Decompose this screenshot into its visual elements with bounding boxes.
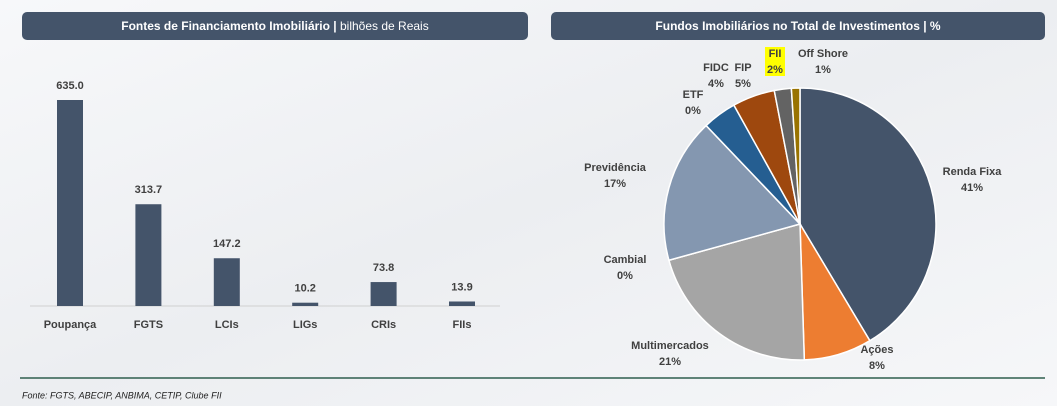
chart-title: Fundos Imobiliários no Total de Investim… <box>655 19 940 33</box>
slice-label: FIP <box>734 62 751 74</box>
header-bar <box>551 12 1045 40</box>
slice-label: Multimercados <box>631 340 709 352</box>
bar <box>449 301 475 306</box>
slice-value: 8% <box>869 360 885 372</box>
slice-label: Off Shore <box>798 48 848 60</box>
pie-slice <box>667 223 806 361</box>
data-label: 313.7 <box>135 184 163 196</box>
slice-label: Cambial <box>604 254 647 266</box>
slice-value: 1% <box>815 64 831 76</box>
bar <box>292 302 319 306</box>
chart-title: Fontes de Financiamento Imobiliário | bi… <box>121 19 428 33</box>
data-label: 147.2 <box>213 238 241 250</box>
data-label: 73.8 <box>373 262 394 274</box>
x-tick-label: CRIs <box>371 319 396 331</box>
source-note: Fonte: FGTS, ABECIP, ANBIMA, CETIP, Club… <box>22 390 222 400</box>
data-label: 13.9 <box>451 281 472 293</box>
x-tick-label: Poupança <box>44 319 97 331</box>
pie-slice <box>799 87 937 342</box>
slice-value: 0% <box>685 105 701 117</box>
x-tick-label: LIGs <box>293 319 317 331</box>
title-unit: bilhões de Reais <box>340 19 429 33</box>
slice-value: 41% <box>961 182 983 194</box>
slice-label: FII <box>769 48 782 60</box>
pie-slice <box>663 124 802 262</box>
bar <box>370 282 397 306</box>
title-bold: Fontes de Financiamento Imobiliário | <box>121 19 336 33</box>
x-tick-label: LCIs <box>215 319 239 331</box>
slice-value: 4% <box>708 78 724 90</box>
slice-label: Renda Fixa <box>943 166 1003 178</box>
header-bar <box>22 12 528 40</box>
x-tick-label: FIIs <box>453 319 472 331</box>
x-tick-label: FGTS <box>134 319 163 331</box>
slice-value: 2% <box>767 64 783 76</box>
bar <box>135 204 162 306</box>
slice-value: 21% <box>659 356 681 368</box>
slice-label: Previdência <box>584 162 647 174</box>
slice-value: 0% <box>617 270 633 282</box>
label-highlight <box>765 47 785 76</box>
slice-value: 5% <box>735 78 751 90</box>
slice-value: 17% <box>604 178 626 190</box>
bar <box>213 258 240 306</box>
slice-label: FIDC <box>703 62 729 74</box>
data-label: 10.2 <box>294 283 315 295</box>
data-label: 635.0 <box>56 80 84 92</box>
bar <box>57 100 83 306</box>
slice-label: Ações <box>860 344 893 356</box>
pie-slice <box>790 87 801 225</box>
slice-label: ETF <box>683 89 704 101</box>
